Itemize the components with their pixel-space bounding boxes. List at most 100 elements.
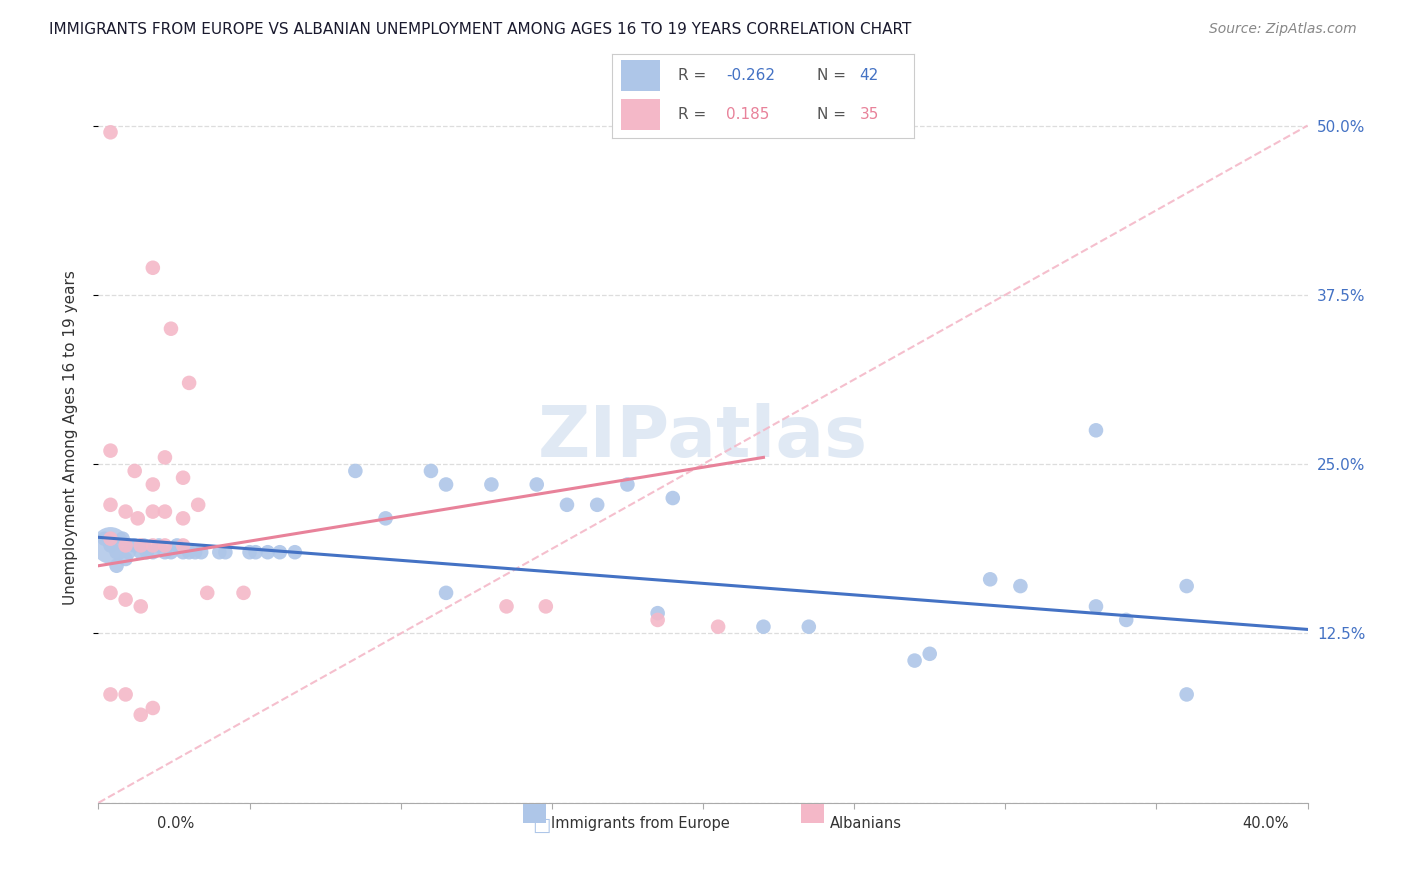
Point xyxy=(256,545,278,559)
Text: ZIPatlas: ZIPatlas xyxy=(538,402,868,472)
Point xyxy=(179,376,201,390)
Point xyxy=(190,545,212,559)
Point xyxy=(1010,579,1032,593)
Point xyxy=(1175,579,1198,593)
Point xyxy=(105,545,128,559)
Point xyxy=(160,545,183,559)
Point xyxy=(284,545,307,559)
Text: 35: 35 xyxy=(859,107,879,122)
Text: 0.185: 0.185 xyxy=(727,107,770,122)
Point xyxy=(1175,688,1198,702)
Point xyxy=(118,545,141,559)
Point xyxy=(269,545,291,559)
Point xyxy=(132,538,155,552)
Point xyxy=(918,647,941,661)
Point xyxy=(100,538,122,552)
Point xyxy=(172,471,194,485)
Point xyxy=(129,545,152,559)
Point xyxy=(179,545,201,559)
Point xyxy=(100,586,122,600)
Point xyxy=(187,498,209,512)
Point xyxy=(647,613,669,627)
Text: IMMIGRANTS FROM EUROPE VS ALBANIAN UNEMPLOYMENT AMONG AGES 16 TO 19 YEARS CORREL: IMMIGRANTS FROM EUROPE VS ALBANIAN UNEMP… xyxy=(49,22,911,37)
Point xyxy=(208,545,231,559)
Point xyxy=(100,538,122,552)
Point xyxy=(239,545,262,559)
Point xyxy=(166,538,188,552)
Text: 0.0%: 0.0% xyxy=(157,816,194,831)
Bar xyxy=(620,99,659,130)
Point xyxy=(434,477,457,491)
Point xyxy=(172,511,194,525)
Bar xyxy=(620,61,659,91)
Text: -0.262: -0.262 xyxy=(727,68,776,83)
Point xyxy=(142,538,165,552)
Point xyxy=(142,477,165,491)
Point xyxy=(153,450,176,465)
Point xyxy=(142,545,165,559)
Text: 40.0%: 40.0% xyxy=(1241,816,1289,831)
Point xyxy=(127,511,149,525)
Text: N =: N = xyxy=(817,68,851,83)
Point xyxy=(100,498,122,512)
Point xyxy=(100,443,122,458)
Point xyxy=(526,477,548,491)
Point xyxy=(114,552,136,566)
Point xyxy=(1115,613,1137,627)
Point xyxy=(111,532,134,546)
Text: Albanians: Albanians xyxy=(830,816,901,831)
Point xyxy=(374,511,396,525)
Point xyxy=(129,599,152,614)
Point xyxy=(142,260,165,275)
Point xyxy=(124,538,146,552)
Text: 42: 42 xyxy=(859,68,879,83)
Point xyxy=(904,654,927,668)
Point xyxy=(124,464,146,478)
Text: Source: ZipAtlas.com: Source: ZipAtlas.com xyxy=(1209,22,1357,37)
Point xyxy=(129,707,152,722)
Point xyxy=(344,464,367,478)
Point xyxy=(214,545,236,559)
Point xyxy=(135,545,157,559)
Point xyxy=(114,538,136,552)
Point xyxy=(142,701,165,715)
Text: R =: R = xyxy=(678,107,716,122)
Point xyxy=(245,545,267,559)
Point xyxy=(142,505,165,519)
Point xyxy=(153,505,176,519)
Point xyxy=(100,688,122,702)
Point xyxy=(979,572,1001,586)
Point xyxy=(647,606,669,620)
Point xyxy=(100,532,122,546)
Point xyxy=(616,477,638,491)
Point xyxy=(129,538,152,552)
Y-axis label: Unemployment Among Ages 16 to 19 years: Unemployment Among Ages 16 to 19 years xyxy=(63,269,77,605)
Point xyxy=(172,545,194,559)
Point xyxy=(93,532,115,546)
Point xyxy=(707,620,730,634)
Point xyxy=(153,538,176,552)
Text: R =: R = xyxy=(678,68,711,83)
Point xyxy=(555,498,578,512)
Text: N =: N = xyxy=(817,107,851,122)
Point xyxy=(160,322,183,336)
Point xyxy=(420,464,443,478)
Point xyxy=(114,592,136,607)
Point xyxy=(434,586,457,600)
Text: Immigrants from Europe: Immigrants from Europe xyxy=(551,816,730,831)
Point xyxy=(1085,599,1108,614)
Point xyxy=(232,586,254,600)
Point xyxy=(153,545,176,559)
Point xyxy=(114,688,136,702)
Point xyxy=(1085,423,1108,437)
Point xyxy=(797,620,820,634)
Point xyxy=(105,558,128,573)
Point xyxy=(481,477,503,491)
Text: □: □ xyxy=(531,816,551,835)
Point xyxy=(100,125,122,139)
Point xyxy=(661,491,683,505)
Point xyxy=(114,505,136,519)
Point xyxy=(184,545,207,559)
Point xyxy=(752,620,775,634)
Point xyxy=(148,538,170,552)
